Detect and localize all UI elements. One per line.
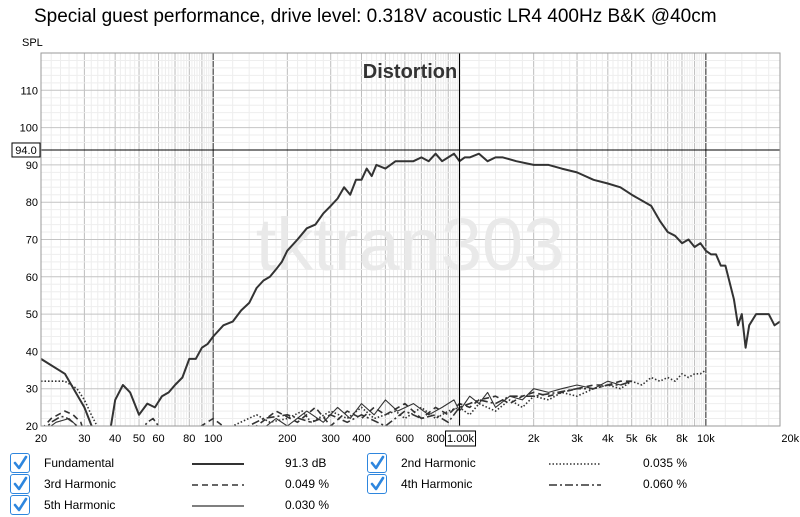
x-tick-label: 3k	[571, 433, 583, 445]
y-tick-label: 40	[26, 346, 38, 358]
x-tick-label: 300	[322, 433, 340, 445]
plot-border	[40, 52, 781, 427]
y-tick-label: 20	[26, 421, 38, 433]
series-line-2nd-harmonic	[41, 369, 707, 426]
x-tick-label: 20	[35, 433, 47, 445]
checkmark-icon	[370, 455, 385, 470]
x-tick-label: 800	[426, 433, 444, 445]
y-tick-label: 80	[26, 197, 38, 209]
chart-title: Distortion	[363, 61, 457, 83]
x-tick-label: 40	[109, 433, 121, 445]
legend-line-sample	[549, 463, 601, 465]
y-tick-label: 110	[20, 85, 38, 97]
x-tick-label: 4k	[602, 433, 614, 445]
x-tick-label: 6k	[645, 433, 657, 445]
y-tick-label: 70	[26, 235, 38, 247]
y-tick-label: 90	[26, 160, 38, 172]
x-tick-label: 200	[278, 433, 296, 445]
grid-lines	[40, 52, 781, 427]
y-tick-label: 50	[26, 309, 38, 321]
series-group	[41, 152, 780, 426]
x-tick-label: 2k	[528, 433, 540, 445]
checkmark-icon	[13, 455, 28, 470]
x-tick-label: 80	[183, 433, 195, 445]
legend-line-sample	[192, 505, 244, 507]
legend-label: 5th Harmonic	[44, 498, 116, 512]
checkmark-icon	[13, 497, 28, 512]
legend-label: 2nd Harmonic	[401, 456, 476, 470]
cursor-y-label: 94.0	[15, 145, 36, 157]
legend-item-4th-harmonic[interactable]: 4th Harmonic 0.060 %	[367, 474, 707, 494]
watermark: tktran303	[256, 203, 565, 286]
tick-labels: 20 30 40 50 60 80 100 200 300 400 600 800 2k 3k 4k 5k 6k…	[20, 85, 800, 445]
cursor-y-box	[11, 142, 41, 158]
cursor-x-label: 1.00k	[447, 433, 474, 445]
x-tick-label: 60	[152, 433, 164, 445]
x-tick-label: 100	[204, 433, 222, 445]
series-line-fundamental	[41, 152, 780, 426]
series-line-3rd-harmonic	[43, 380, 632, 426]
cursor-crosshair[interactable]: 94.0 1.00k	[11, 53, 780, 447]
legend-value: 0.049 %	[285, 477, 330, 491]
distortion-chart[interactable]: tktran303 94.0 1.00k 20 30 40 50 60 80 100 200 30…	[0, 0, 800, 450]
checkbox-3rd-harmonic[interactable]	[10, 474, 30, 494]
checkmark-icon	[13, 476, 28, 491]
checkbox-fundamental[interactable]	[10, 453, 30, 473]
checkbox-2nd-harmonic[interactable]	[367, 453, 387, 473]
x-tick-label: 20kHz	[781, 433, 800, 445]
legend-item-2nd-harmonic[interactable]: 2nd Harmonic 0.035 %	[367, 453, 707, 473]
legend-item-fundamental[interactable]: Fundamental 91.3 dB	[10, 453, 350, 473]
checkbox-5th-harmonic[interactable]	[10, 495, 30, 515]
legend: Fundamental 91.3 dB 2nd Harmonic 0.035 %…	[0, 450, 800, 517]
x-tick-label: 5k	[626, 433, 638, 445]
legend-value: 0.030 %	[285, 498, 330, 512]
y-tick-label: 30	[26, 384, 38, 396]
legend-value: 0.035 %	[643, 456, 688, 470]
measurement-title: Special guest performance, drive level: …	[34, 6, 717, 27]
legend-value: 0.060 %	[643, 477, 688, 491]
cursor-x-box	[445, 430, 477, 447]
y-tick-label: 60	[26, 272, 38, 284]
legend-label: Fundamental	[44, 456, 115, 470]
x-tick-label: 50	[133, 433, 145, 445]
series-line-5th-harmonic	[50, 380, 632, 426]
x-tick-label: 30	[78, 433, 90, 445]
legend-item-3rd-harmonic[interactable]: 3rd Harmonic 0.049 %	[10, 474, 350, 494]
legend-label: 3rd Harmonic	[44, 477, 117, 491]
y-axis-label: SPL	[22, 37, 43, 49]
legend-value: 91.3 dB	[285, 456, 327, 470]
x-tick-label: 8k	[676, 433, 688, 445]
x-tick-label: 400	[352, 433, 370, 445]
y-tick-label: 100	[20, 123, 38, 135]
checkbox-4th-harmonic[interactable]	[367, 474, 387, 494]
legend-item-5th-harmonic[interactable]: 5th Harmonic 0.030 %	[10, 495, 350, 515]
x-tick-label: 10k	[697, 433, 715, 445]
checkmark-icon	[370, 476, 385, 491]
x-tick-label: 600	[396, 433, 414, 445]
legend-line-sample	[549, 484, 601, 486]
legend-line-sample	[192, 463, 244, 465]
legend-line-sample	[192, 484, 244, 486]
legend-label: 4th Harmonic	[401, 477, 473, 491]
